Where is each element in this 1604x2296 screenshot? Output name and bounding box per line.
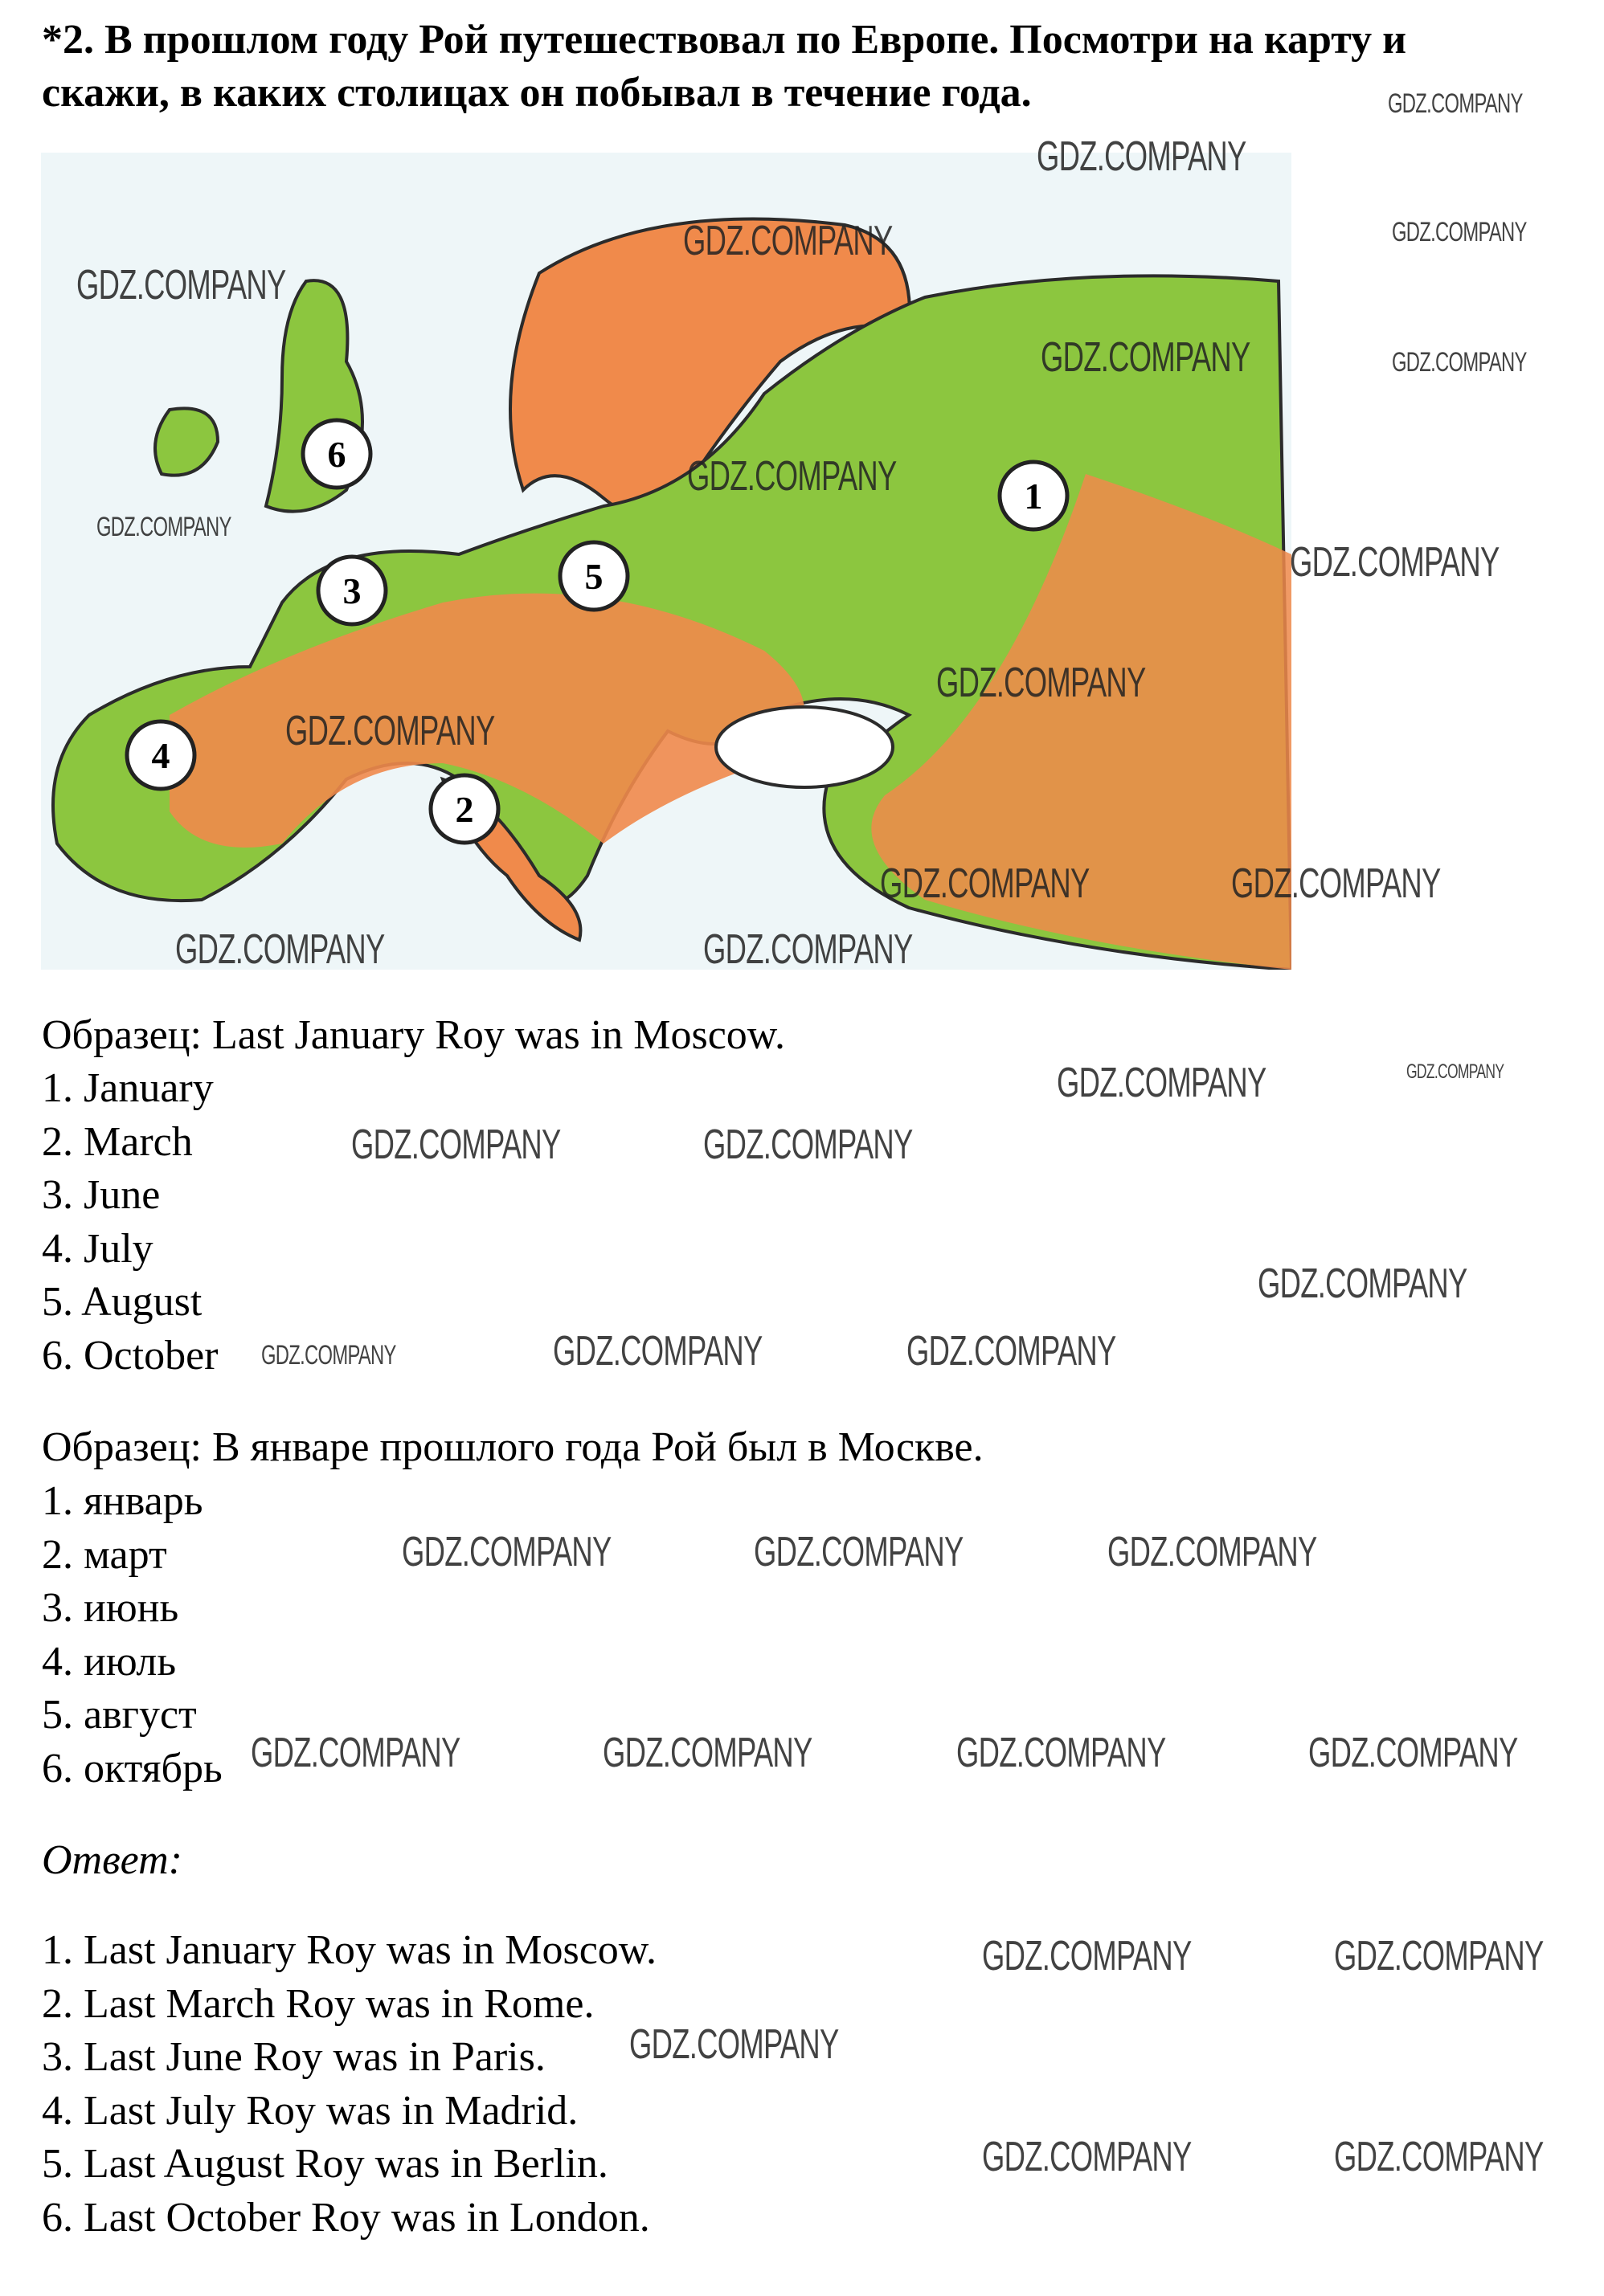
watermark: GDZ.COMPANY: [754, 1529, 964, 1575]
ireland: [153, 406, 220, 477]
russian-list-item: 3. июнь: [42, 1585, 179, 1631]
watermark: GDZ.COMPANY: [402, 1529, 612, 1575]
answer-item: 6. Last October Roy was in London.: [42, 2194, 650, 2241]
answer-item: 2. Last March Roy was in Rome.: [42, 1980, 595, 2027]
svg-text:2: 2: [456, 789, 474, 830]
map-marker-4: 4: [125, 719, 197, 791]
central-uplands: [170, 593, 804, 848]
svg-text:6: 6: [328, 434, 346, 475]
svg-text:3: 3: [343, 570, 362, 611]
watermark: GDZ.COMPANY: [1037, 133, 1246, 180]
russian-list-item: 6. октябрь: [42, 1745, 223, 1791]
english-list-item: 6. October: [42, 1332, 219, 1379]
scandinavia: [509, 217, 911, 518]
english-list-item: 2. March: [42, 1118, 193, 1165]
task-title-line-2: скажи, в каких столицах он побывал в теч…: [42, 70, 1032, 116]
watermark: GDZ.COMPANY: [703, 926, 913, 973]
watermark: GDZ.COMPANY: [251, 1730, 460, 1776]
watermark: GDZ.COMPANY: [1388, 88, 1523, 119]
watermark: GDZ.COMPANY: [261, 1340, 396, 1371]
watermark: GDZ.COMPANY: [351, 1121, 561, 1168]
english-sample: Образец: Last January Roy was in Moscow.: [42, 1012, 785, 1058]
black-sea: [714, 705, 894, 789]
answer-item: 3. Last June Roy was in Paris.: [42, 2034, 546, 2080]
watermark: GDZ.COMPANY: [1041, 334, 1250, 381]
watermark: GDZ.COMPANY: [1107, 1529, 1317, 1575]
task-title-line-1: *2. В прошлом году Рой путешествовал по …: [42, 17, 1407, 63]
answer-label: Ответ:: [42, 1837, 182, 1883]
watermark: GDZ.COMPANY: [1334, 2134, 1544, 2180]
svg-text:1: 1: [1025, 476, 1043, 517]
watermark: GDZ.COMPANY: [880, 860, 1090, 907]
english-list-item: 4. July: [42, 1225, 153, 1272]
watermark: GDZ.COMPANY: [96, 512, 231, 542]
watermark: GDZ.COMPANY: [906, 1328, 1116, 1375]
watermark: GDZ.COMPANY: [285, 708, 495, 754]
watermark: GDZ.COMPANY: [703, 1121, 913, 1168]
russian-list-item: 4. июль: [42, 1638, 177, 1685]
watermark: GDZ.COMPANY: [76, 262, 286, 308]
english-list-item: 3. June: [42, 1172, 161, 1218]
svg-text:5: 5: [585, 556, 604, 597]
answer-item: 4. Last July Roy was in Madrid.: [42, 2087, 579, 2134]
watermark: GDZ.COMPANY: [1057, 1060, 1266, 1106]
answer-item: 5. Last August Roy was in Berlin.: [42, 2141, 608, 2187]
russian-sample: Образец: В январе прошлого года Рой был …: [42, 1424, 984, 1470]
watermark: GDZ.COMPANY: [956, 1730, 1166, 1776]
map-marker-5: 5: [558, 540, 630, 612]
watermark: GDZ.COMPANY: [1290, 539, 1500, 586]
watermark: GDZ.COMPANY: [982, 2134, 1192, 2180]
watermark: GDZ.COMPANY: [1392, 217, 1527, 247]
english-list-item: 1. January: [42, 1065, 214, 1111]
watermark: GDZ.COMPANY: [1258, 1260, 1467, 1307]
watermark: GDZ.COMPANY: [1308, 1730, 1518, 1776]
answer-item: 1. Last January Roy was in Moscow.: [42, 1927, 657, 1973]
watermark: GDZ.COMPANY: [603, 1730, 812, 1776]
watermark: GDZ.COMPANY: [553, 1328, 763, 1375]
map-marker-3: 3: [316, 554, 388, 627]
map-marker-2: 2: [428, 773, 501, 845]
east-uplands: [871, 474, 1291, 970]
watermark: GDZ.COMPANY: [1406, 1060, 1504, 1083]
europe-map: 1 2 3 4 5 6: [41, 153, 1291, 970]
russian-list-item: 1. январь: [42, 1478, 203, 1524]
watermark: GDZ.COMPANY: [629, 2021, 839, 2068]
english-list-item: 5. August: [42, 1279, 203, 1325]
map-marker-1: 1: [997, 460, 1070, 532]
watermark: GDZ.COMPANY: [982, 1933, 1192, 1979]
watermark: GDZ.COMPANY: [1334, 1933, 1544, 1979]
russian-list-item: 2. март: [42, 1531, 167, 1578]
russian-list-item: 5. август: [42, 1692, 197, 1738]
watermark: GDZ.COMPANY: [687, 453, 897, 500]
watermark: GDZ.COMPANY: [1231, 860, 1441, 907]
svg-text:4: 4: [152, 735, 170, 776]
watermark: GDZ.COMPANY: [683, 218, 893, 264]
watermark: GDZ.COMPANY: [936, 660, 1146, 706]
watermark: GDZ.COMPANY: [175, 926, 385, 973]
watermark: GDZ.COMPANY: [1392, 347, 1527, 378]
map-marker-6: 6: [301, 418, 373, 490]
